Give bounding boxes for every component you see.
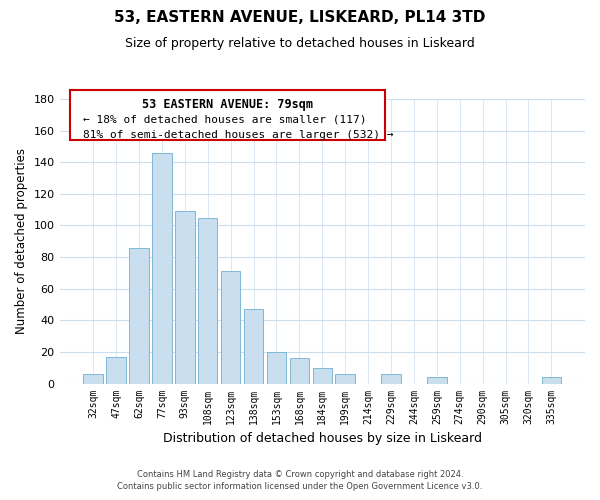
- Bar: [152, 152, 172, 384]
- Bar: [175, 211, 194, 384]
- Bar: [381, 374, 401, 384]
- Bar: [106, 356, 126, 384]
- Text: Contains HM Land Registry data © Crown copyright and database right 2024.: Contains HM Land Registry data © Crown c…: [137, 470, 463, 479]
- FancyBboxPatch shape: [70, 90, 385, 140]
- Bar: [83, 374, 103, 384]
- Bar: [335, 374, 355, 384]
- Bar: [542, 377, 561, 384]
- Text: Size of property relative to detached houses in Liskeard: Size of property relative to detached ho…: [125, 38, 475, 51]
- Bar: [129, 248, 149, 384]
- Y-axis label: Number of detached properties: Number of detached properties: [15, 148, 28, 334]
- X-axis label: Distribution of detached houses by size in Liskeard: Distribution of detached houses by size …: [163, 432, 482, 445]
- Bar: [198, 218, 217, 384]
- Text: 53 EASTERN AVENUE: 79sqm: 53 EASTERN AVENUE: 79sqm: [142, 98, 313, 110]
- Bar: [290, 358, 309, 384]
- Bar: [221, 272, 241, 384]
- Bar: [427, 377, 446, 384]
- Text: ← 18% of detached houses are smaller (117): ← 18% of detached houses are smaller (11…: [83, 114, 367, 124]
- Text: 81% of semi-detached houses are larger (532) →: 81% of semi-detached houses are larger (…: [83, 130, 394, 140]
- Text: Contains public sector information licensed under the Open Government Licence v3: Contains public sector information licen…: [118, 482, 482, 491]
- Bar: [313, 368, 332, 384]
- Bar: [244, 310, 263, 384]
- Bar: [267, 352, 286, 384]
- Text: 53, EASTERN AVENUE, LISKEARD, PL14 3TD: 53, EASTERN AVENUE, LISKEARD, PL14 3TD: [115, 10, 485, 25]
